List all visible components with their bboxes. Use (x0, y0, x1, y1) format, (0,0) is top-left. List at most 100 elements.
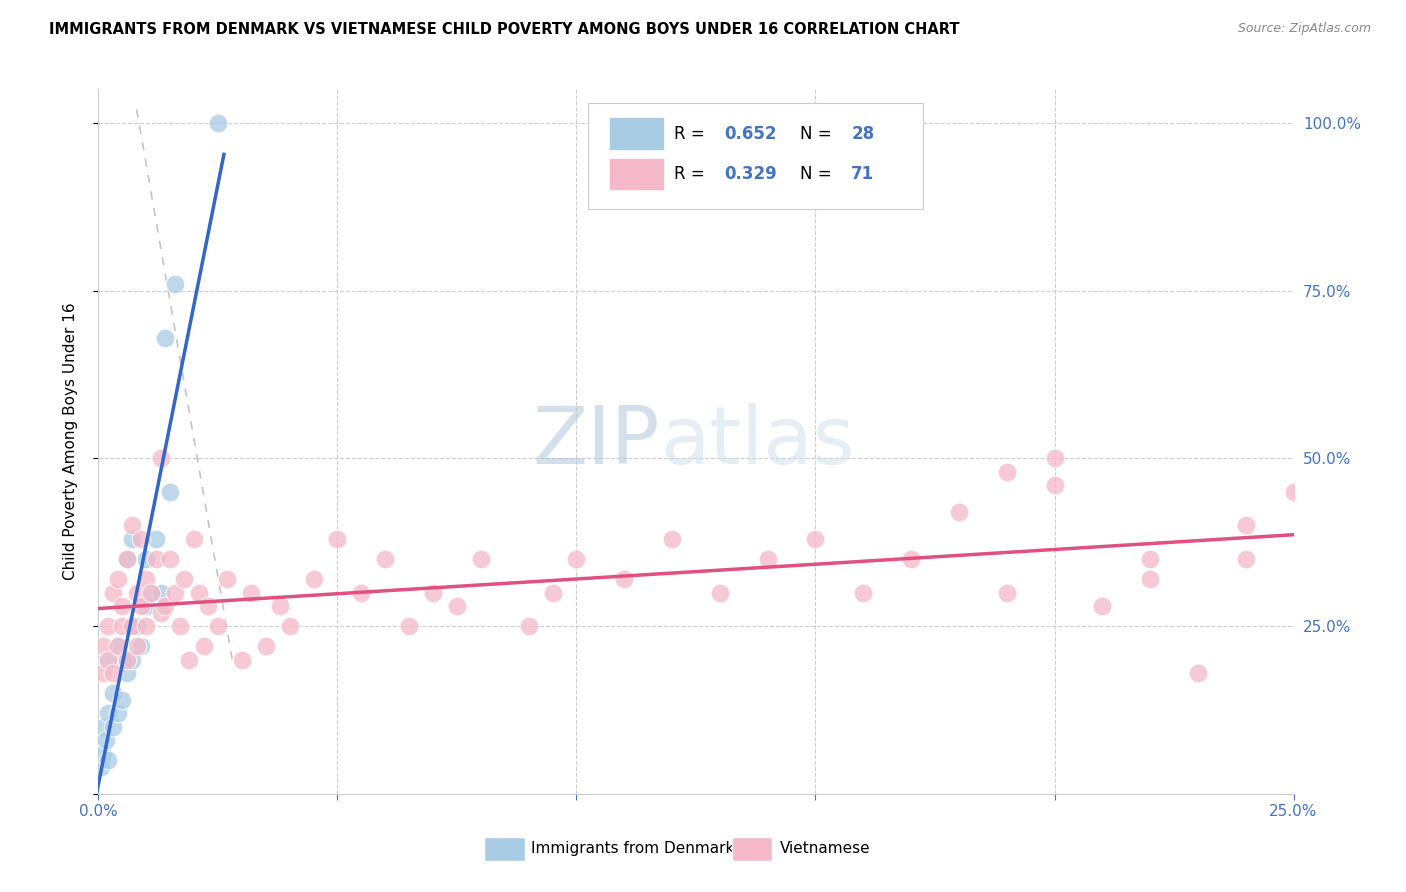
Y-axis label: Child Poverty Among Boys Under 16: Child Poverty Among Boys Under 16 (63, 302, 77, 581)
Point (240, 585, 263, 599)
Point (183, 532, 205, 546)
Point (125, 639, 148, 653)
Point (139, 585, 162, 599)
FancyBboxPatch shape (485, 837, 524, 861)
Point (91, 666, 114, 681)
Point (107, 639, 129, 653)
Point (111, 693, 134, 707)
Point (1091, 599, 1114, 613)
Point (565, 552, 588, 566)
Point (207, 619, 229, 633)
Point (1187, 666, 1209, 681)
Text: Source: ZipAtlas.com: Source: ZipAtlas.com (1237, 22, 1371, 36)
Point (94, 733, 117, 747)
Text: 71: 71 (852, 165, 875, 183)
Point (91, 747, 114, 761)
Point (107, 706, 129, 721)
Point (756, 552, 779, 566)
Point (1234, 552, 1257, 566)
Point (517, 619, 540, 633)
Point (121, 518, 143, 533)
Point (131, 532, 153, 546)
Point (107, 639, 129, 653)
Text: Vietnamese: Vietnamese (780, 841, 870, 856)
Text: R =: R = (675, 125, 710, 143)
Point (948, 505, 970, 519)
Point (326, 532, 349, 546)
Point (804, 532, 827, 546)
Point (115, 552, 138, 566)
FancyBboxPatch shape (733, 837, 772, 861)
FancyBboxPatch shape (609, 118, 664, 150)
Point (97, 753, 120, 767)
Point (900, 552, 922, 566)
Point (163, 277, 186, 291)
Point (149, 585, 172, 599)
Point (613, 572, 636, 586)
Point (541, 585, 564, 599)
Point (374, 552, 396, 566)
Point (169, 619, 191, 633)
Point (125, 619, 148, 633)
Point (97, 653, 120, 667)
Point (90, 760, 112, 774)
Point (101, 686, 124, 700)
Point (131, 599, 153, 613)
Point (145, 552, 167, 566)
Point (159, 484, 181, 499)
Point (121, 653, 143, 667)
Point (135, 619, 157, 633)
Point (111, 599, 134, 613)
Point (149, 606, 172, 620)
Point (111, 653, 134, 667)
Point (135, 599, 157, 613)
Point (470, 552, 492, 566)
Point (302, 572, 325, 586)
Point (115, 552, 138, 566)
Point (155, 599, 177, 613)
Point (115, 653, 138, 667)
Point (97, 653, 120, 667)
Point (121, 619, 143, 633)
Point (101, 585, 124, 599)
Point (97, 619, 120, 633)
Point (101, 666, 124, 681)
Text: Immigrants from Denmark: Immigrants from Denmark (531, 841, 734, 856)
Point (278, 619, 301, 633)
Point (217, 572, 239, 586)
Text: R =: R = (675, 165, 710, 183)
Point (207, 116, 229, 130)
Point (115, 666, 138, 681)
Point (135, 552, 157, 566)
Point (97, 706, 120, 721)
Point (159, 552, 181, 566)
Point (179, 653, 201, 667)
Point (197, 599, 219, 613)
Point (139, 585, 162, 599)
Text: 28: 28 (852, 125, 875, 143)
Point (163, 585, 186, 599)
Point (101, 720, 124, 734)
Point (995, 465, 1018, 479)
Point (107, 572, 129, 586)
Point (145, 532, 167, 546)
Point (1043, 451, 1066, 466)
Point (187, 585, 209, 599)
Point (231, 653, 253, 667)
Point (422, 585, 444, 599)
Point (398, 619, 420, 633)
Text: ZIP: ZIP (533, 402, 661, 481)
Point (1139, 552, 1161, 566)
Text: N =: N = (800, 125, 837, 143)
Point (661, 532, 683, 546)
Point (111, 619, 134, 633)
Point (91, 639, 114, 653)
Point (193, 639, 215, 653)
Point (1282, 484, 1305, 499)
Point (995, 585, 1018, 599)
FancyBboxPatch shape (609, 158, 664, 190)
Point (446, 599, 468, 613)
Point (173, 572, 195, 586)
Point (121, 532, 143, 546)
Text: 0.652: 0.652 (724, 125, 778, 143)
